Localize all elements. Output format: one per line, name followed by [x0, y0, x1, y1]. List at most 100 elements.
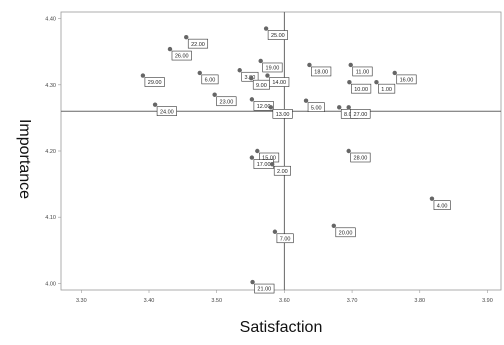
data-point-label-text: 5.00 — [311, 105, 322, 111]
data-point-label-box — [433, 200, 451, 210]
data-point-label-text: 21.00 — [257, 287, 271, 293]
reference-lines — [61, 12, 501, 290]
data-point — [249, 97, 255, 102]
data-point-label: 2.00 — [273, 165, 291, 176]
data-point-label-text: 12.00 — [257, 104, 271, 110]
data-point — [197, 70, 202, 76]
data-point — [307, 62, 312, 68]
data-point-label: 7.00 — [276, 233, 294, 244]
data-point — [270, 162, 275, 167]
data-point-label-box — [216, 96, 237, 107]
data-point-label: 22.00 — [187, 38, 209, 49]
x-tick-label: 3.90 — [482, 298, 493, 304]
axis-ticks: 3.30 3.40 3.50 3.60 3.70 3.80 3.90 4.00 4.10 4.20… — [45, 17, 493, 304]
data-point-label: 27.00 — [350, 109, 371, 119]
data-point-label-box — [269, 77, 290, 87]
data-point-label-box — [396, 74, 417, 85]
data-point-label-text: 24.00 — [160, 109, 174, 115]
data-point-label-box — [352, 66, 373, 77]
data-point — [331, 223, 336, 228]
data-point — [249, 75, 254, 81]
data-point-label: 4.00 — [433, 200, 451, 210]
y-axis-title: Importance — [16, 119, 33, 199]
data-point-label-text: 8.00 — [344, 112, 355, 118]
data-point-label: 16.00 — [396, 74, 417, 85]
data-point — [140, 73, 146, 78]
data-point-label-text: 1.00 — [381, 87, 392, 93]
data-point-label: 1.00 — [378, 83, 396, 94]
y-tick-label: 4.40 — [45, 17, 56, 23]
data-point-label: 14.00 — [269, 77, 290, 87]
data-point-label-box — [253, 101, 274, 111]
data-point-label-box — [311, 66, 332, 77]
data-point-label-text: 18.00 — [314, 70, 328, 76]
data-point-label: 26.00 — [171, 50, 192, 61]
data-point — [374, 79, 379, 85]
data-point-label: 19.00 — [262, 62, 283, 73]
data-point-label-text: 25.00 — [271, 33, 285, 39]
data-point — [348, 62, 353, 68]
data-point — [237, 68, 242, 73]
data-point-label: 11.00 — [352, 66, 373, 77]
data-point-label-text: 6.00 — [205, 77, 216, 83]
data-point — [337, 105, 342, 110]
data-point-label-text: 28.00 — [354, 156, 368, 162]
data-point-label-box — [351, 83, 372, 94]
data-point-label-text: 20.00 — [339, 230, 353, 236]
data-point — [255, 148, 260, 154]
data-point-label-text: 15.00 — [262, 156, 276, 162]
data-point — [346, 105, 351, 110]
data-point-label-box — [335, 227, 356, 238]
x-tick-label: 3.80 — [414, 298, 425, 304]
data-point-label-box — [267, 30, 288, 40]
data-point-label: 18.00 — [311, 66, 332, 77]
data-point-label: 20.00 — [335, 227, 356, 238]
data-point-label-box — [144, 77, 165, 87]
x-tick-label: 3.30 — [76, 298, 87, 304]
data-points: 25.0026.0022.0019.003.006.0011.0018.0029… — [140, 26, 451, 294]
data-point-label: 6.00 — [201, 74, 219, 85]
data-point-label-box — [272, 109, 293, 119]
data-point-label-box — [171, 50, 192, 61]
data-point — [249, 155, 255, 160]
data-point-label-text: 27.00 — [354, 112, 368, 118]
plot-border — [60, 11, 502, 291]
data-point-label-box — [378, 83, 396, 94]
data-point-label-box — [273, 165, 291, 176]
y-tick-label: 4.20 — [45, 149, 56, 155]
data-point-label-text: 7.00 — [280, 236, 291, 242]
y-tick-label: 4.10 — [45, 215, 56, 221]
x-tick-label: 3.40 — [144, 298, 155, 304]
data-point-label: 9.00 — [252, 79, 270, 90]
data-point-label: 13.00 — [272, 109, 293, 119]
data-point-label: 28.00 — [350, 152, 371, 163]
data-point — [152, 102, 158, 107]
data-point-label: 12.00 — [253, 101, 274, 111]
data-point-label-box — [350, 152, 371, 163]
x-tick-label: 3.50 — [211, 298, 222, 304]
y-tick-label: 4.00 — [45, 281, 56, 287]
data-point — [392, 70, 397, 76]
x-axis-title: Satisfaction — [240, 319, 323, 336]
data-point — [167, 46, 173, 52]
data-point-label: 23.00 — [216, 96, 237, 107]
data-point-label-text: 4.00 — [437, 203, 448, 209]
data-point — [265, 73, 270, 78]
data-point-label-text: 9.00 — [256, 83, 267, 89]
data-point-label: 5.00 — [307, 102, 325, 112]
plot-frame — [60, 11, 502, 291]
data-point-label-text: 10.00 — [354, 87, 368, 93]
data-point-label-box — [156, 106, 177, 116]
data-point-label-box — [262, 62, 283, 73]
data-point-label-text: 16.00 — [400, 77, 414, 83]
data-point-label-box — [307, 102, 325, 112]
data-point — [346, 148, 351, 154]
data-point-label-text: 29.00 — [148, 80, 162, 86]
data-point-label-box — [276, 233, 294, 244]
data-point-label-box — [254, 283, 275, 294]
x-tick-label: 3.70 — [347, 298, 358, 304]
data-point — [347, 79, 352, 85]
data-point — [212, 92, 217, 97]
data-point — [250, 279, 255, 285]
